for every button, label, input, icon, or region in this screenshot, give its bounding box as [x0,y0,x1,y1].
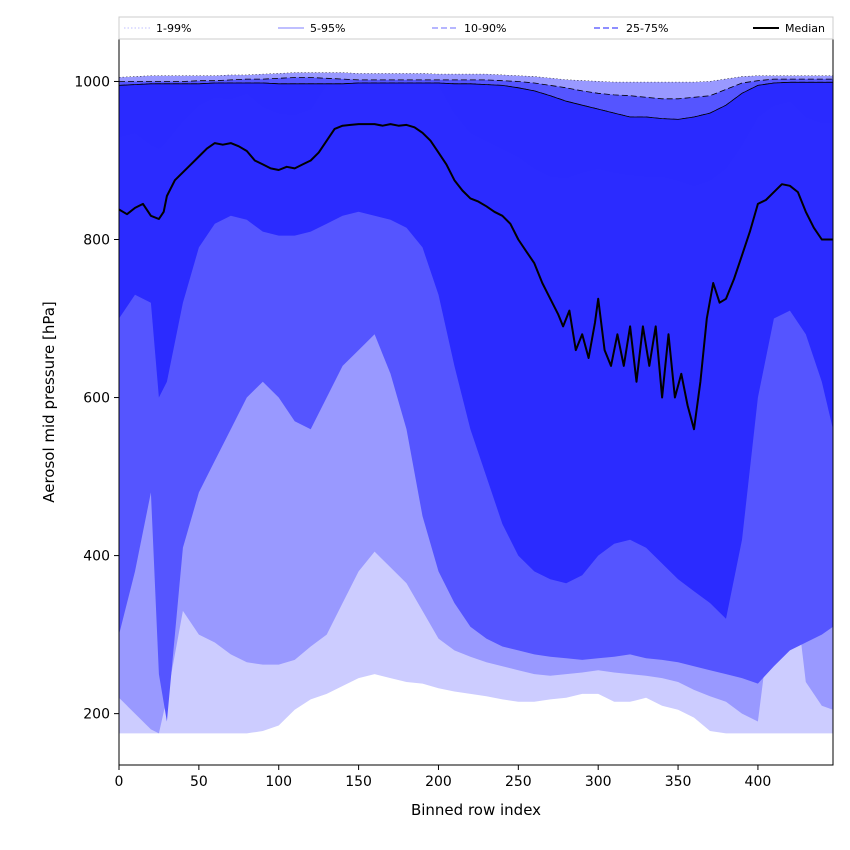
x-tick-label: 0 [115,774,124,790]
median-line [119,123,833,431]
median-layer [119,123,833,431]
x-tick-label: 50 [190,774,208,790]
x-tick-label: 350 [665,774,692,790]
x-tick-label: 150 [345,774,372,790]
band-edge-4 [119,81,833,120]
y-axis-label: Aerosol mid pressure [hPa] [40,301,58,503]
band-area-4 [119,82,833,186]
y-tick-label: 1000 [74,74,110,90]
y-tick-label: 400 [83,549,110,565]
x-axis-label: Binned row index [411,801,541,819]
x-tick-label: 200 [425,774,452,790]
band-areas [119,72,833,734]
x-axis: 0 50 100 150 200 250 300 350 400 [115,765,772,790]
x-tick-label: 100 [265,774,292,790]
x-tick-label: 300 [585,774,612,790]
legend-label-2: 10-90% [464,22,506,35]
legend-label-3: 25-75% [626,22,668,35]
legend-label-1: 5-95% [310,22,345,35]
y-axis: 200 400 600 800 1000 [74,74,119,723]
band-edge-2 [119,77,833,100]
y-tick-label: 200 [83,707,110,723]
band-area-3 [119,82,833,619]
legend-label-0: 1-99% [156,22,191,35]
y-tick-label: 800 [83,233,110,249]
legend: 1-99% 5-95% 10-90% 25-75% Median [118,16,834,40]
x-tick-label: 400 [745,774,772,790]
legend-label-4: Median [785,22,825,35]
y-tick-label: 600 [83,391,110,407]
legend-box [118,16,834,40]
x-tick-label: 250 [505,774,532,790]
